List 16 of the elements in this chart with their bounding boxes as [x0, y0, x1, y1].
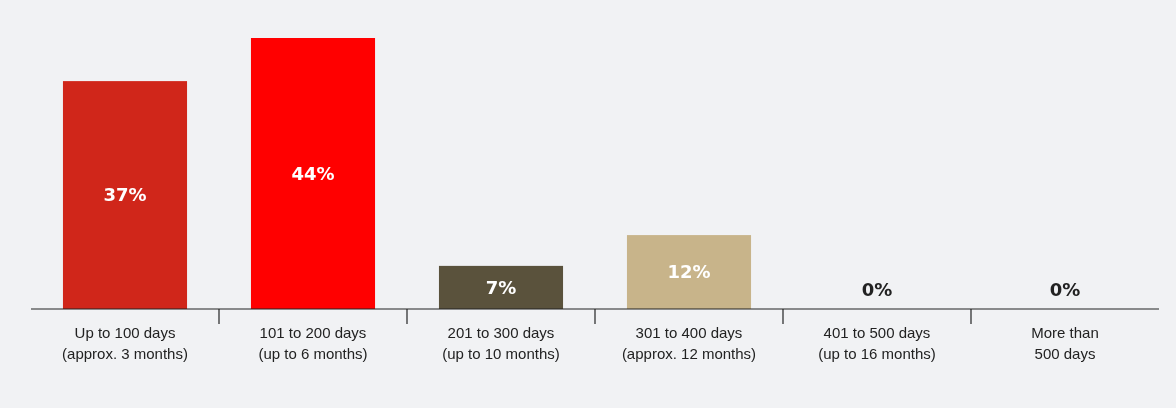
bar: [626, 235, 752, 309]
x-tick-label: 101 to 200 days (up to 6 months): [258, 324, 368, 362]
bar: [250, 38, 376, 309]
x-tick-label: 301 to 400 days (approx. 12 months): [621, 324, 757, 362]
bar: [62, 81, 188, 309]
data-label: 37%: [103, 184, 147, 206]
data-label: 12%: [667, 261, 711, 283]
x-tick-label: 201 to 300 days (up to 10 months): [442, 324, 560, 362]
x-tick-label: Up to 100 days (approx. 3 months): [62, 324, 188, 362]
data-label: 0%: [861, 279, 893, 301]
x-tick-label: More than 500 days: [1031, 324, 1099, 362]
data-label: 44%: [291, 162, 335, 184]
x-tick-label: 401 to 500 days (up to 16 months): [818, 324, 936, 362]
bar: [438, 265, 564, 309]
data-label: 7%: [485, 276, 517, 298]
data-label: 0%: [1049, 279, 1081, 301]
